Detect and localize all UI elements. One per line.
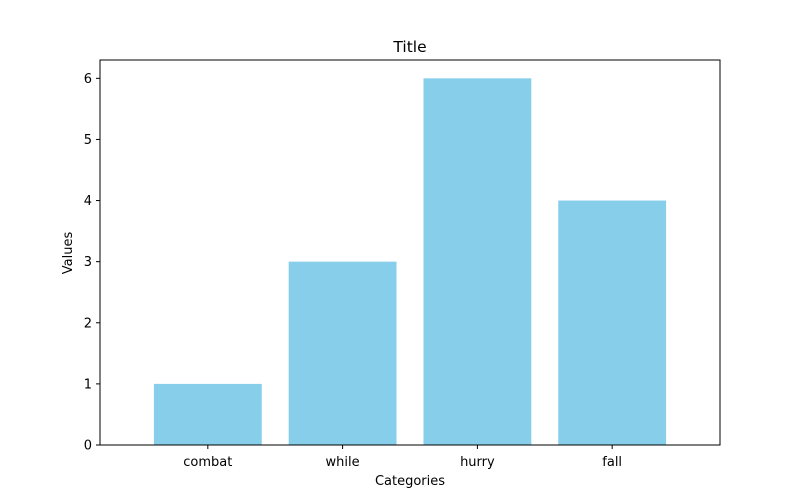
y-tick-label: 6: [84, 72, 92, 87]
plot-frame: [99, 59, 721, 446]
x-tick-label: hurry: [460, 455, 495, 470]
y-tick-label: 5: [84, 133, 92, 148]
y-tick-label: 3: [84, 255, 92, 270]
chart-title: Title: [392, 38, 426, 56]
x-tick-label: while: [326, 455, 360, 470]
x-tick-label: combat: [183, 455, 232, 470]
x-axis-label: Categories: [375, 474, 445, 489]
y-tick-label: 1: [84, 377, 92, 392]
y-axis-label: Values: [61, 232, 76, 275]
plot-area: 0 1 2 3 4 5 6 combat while hurry fall: [84, 59, 721, 470]
bar-fall: [558, 200, 667, 445]
y-tick-label: 0: [84, 439, 92, 454]
y-tick-label: 2: [84, 316, 92, 331]
bar-hurry: [423, 78, 532, 445]
y-tick-label: 4: [84, 194, 92, 209]
x-tick-label: fall: [602, 455, 622, 470]
bar-while: [288, 261, 397, 445]
bar-combat: [153, 383, 262, 445]
